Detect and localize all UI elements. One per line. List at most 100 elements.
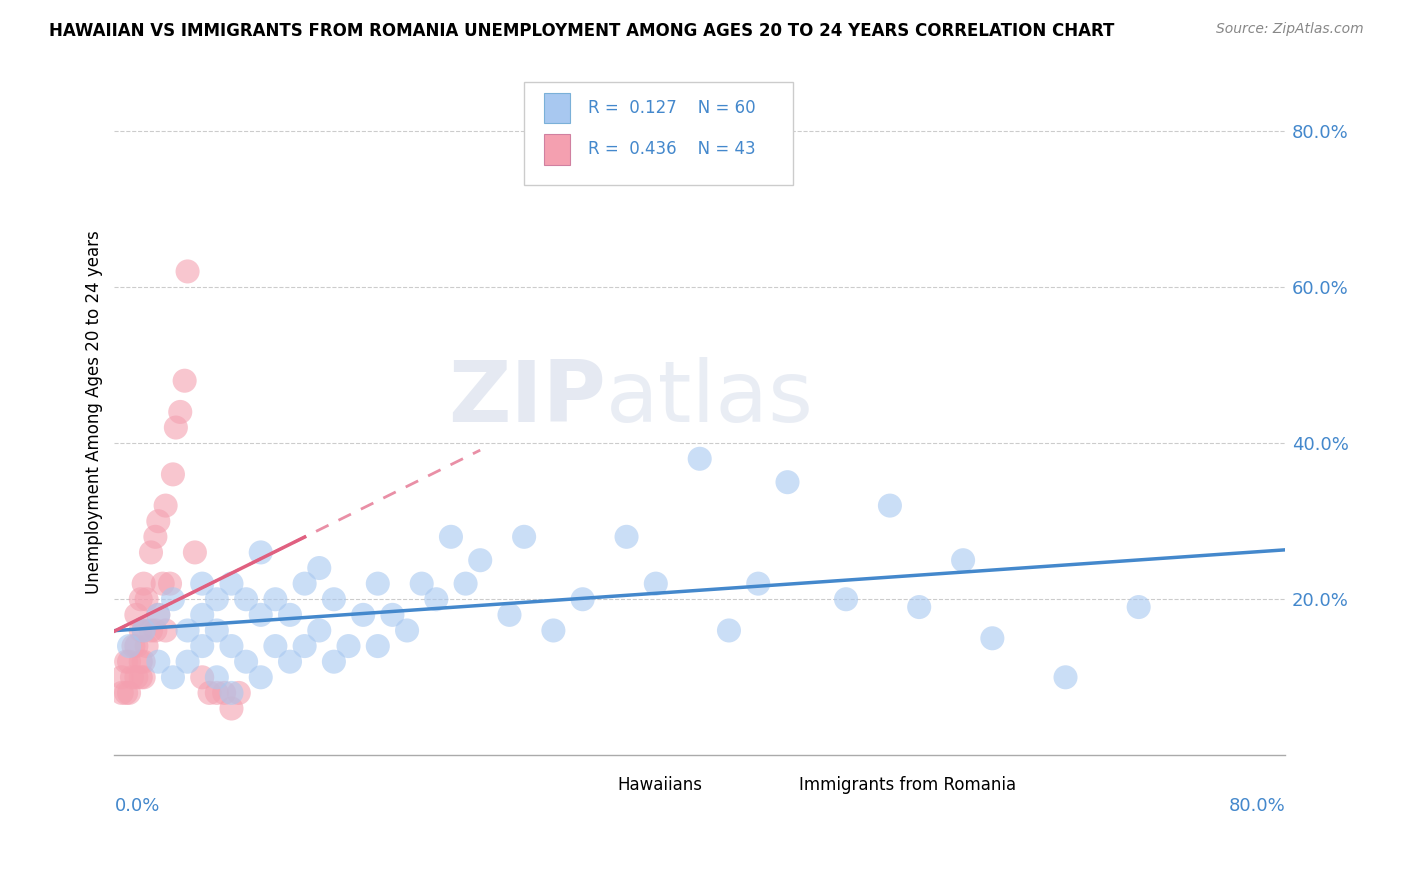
Point <box>278 655 301 669</box>
Point <box>221 701 243 715</box>
Point <box>173 374 195 388</box>
Point <box>249 607 271 622</box>
Point <box>145 624 167 638</box>
Point <box>162 592 184 607</box>
Point <box>308 624 330 638</box>
Point <box>294 639 316 653</box>
Point <box>165 420 187 434</box>
Point <box>148 607 170 622</box>
Point <box>776 475 799 490</box>
Point <box>111 686 134 700</box>
Point <box>835 592 858 607</box>
Point <box>132 670 155 684</box>
Point <box>155 499 177 513</box>
Point <box>264 639 287 653</box>
Point <box>616 530 638 544</box>
Point <box>118 639 141 653</box>
Text: HAWAIIAN VS IMMIGRANTS FROM ROMANIA UNEMPLOYMENT AMONG AGES 20 TO 24 YEARS CORRE: HAWAIIAN VS IMMIGRANTS FROM ROMANIA UNEM… <box>49 22 1115 40</box>
Point <box>169 405 191 419</box>
Point <box>571 592 593 607</box>
Point <box>135 592 157 607</box>
Point <box>132 624 155 638</box>
Point <box>952 553 974 567</box>
Point <box>381 607 404 622</box>
Point <box>115 686 138 700</box>
FancyBboxPatch shape <box>544 134 569 165</box>
Point <box>191 607 214 622</box>
Point <box>132 624 155 638</box>
Point <box>212 686 235 700</box>
Point <box>162 467 184 482</box>
FancyBboxPatch shape <box>763 772 790 800</box>
Point <box>191 576 214 591</box>
Point <box>111 670 134 684</box>
Text: Source: ZipAtlas.com: Source: ZipAtlas.com <box>1216 22 1364 37</box>
Point <box>132 576 155 591</box>
Point <box>118 686 141 700</box>
Point <box>396 624 419 638</box>
Point <box>278 607 301 622</box>
Point <box>129 655 152 669</box>
Point <box>249 670 271 684</box>
Point <box>322 655 344 669</box>
Point <box>176 264 198 278</box>
Point <box>747 576 769 591</box>
Point <box>367 576 389 591</box>
Point <box>689 451 711 466</box>
Point <box>981 632 1004 646</box>
Point <box>205 670 228 684</box>
Point <box>264 592 287 607</box>
Point <box>145 530 167 544</box>
Point <box>155 624 177 638</box>
Point <box>644 576 666 591</box>
Point <box>129 592 152 607</box>
Point <box>908 600 931 615</box>
Point <box>122 639 145 653</box>
Point <box>454 576 477 591</box>
Text: 0.0%: 0.0% <box>114 797 160 814</box>
Point <box>139 624 162 638</box>
Point <box>152 576 174 591</box>
Point <box>139 545 162 559</box>
Point <box>308 561 330 575</box>
Point <box>198 686 221 700</box>
Point <box>148 514 170 528</box>
Point <box>221 576 243 591</box>
FancyBboxPatch shape <box>544 93 569 123</box>
Point <box>1054 670 1077 684</box>
Point <box>191 639 214 653</box>
Point <box>176 624 198 638</box>
Point <box>498 607 520 622</box>
Point <box>235 655 257 669</box>
Point <box>125 607 148 622</box>
FancyBboxPatch shape <box>582 772 609 800</box>
Point <box>125 670 148 684</box>
Point <box>125 639 148 653</box>
Text: 80.0%: 80.0% <box>1229 797 1285 814</box>
Text: ZIP: ZIP <box>449 357 606 440</box>
Point <box>205 686 228 700</box>
Point <box>162 670 184 684</box>
Point <box>191 670 214 684</box>
Point <box>121 670 143 684</box>
Point <box>228 686 250 700</box>
Point <box>470 553 492 567</box>
Point <box>135 639 157 653</box>
Point <box>159 576 181 591</box>
Point <box>411 576 433 591</box>
Point <box>367 639 389 653</box>
Point <box>176 655 198 669</box>
Point <box>322 592 344 607</box>
Point <box>221 686 243 700</box>
FancyBboxPatch shape <box>524 82 793 186</box>
Point <box>543 624 565 638</box>
Text: R =  0.127    N = 60: R = 0.127 N = 60 <box>589 99 756 117</box>
Point <box>129 670 152 684</box>
Point <box>129 624 152 638</box>
Point <box>132 655 155 669</box>
Point <box>205 624 228 638</box>
Point <box>294 576 316 591</box>
Point <box>115 655 138 669</box>
Point <box>352 607 374 622</box>
Point <box>1128 600 1150 615</box>
